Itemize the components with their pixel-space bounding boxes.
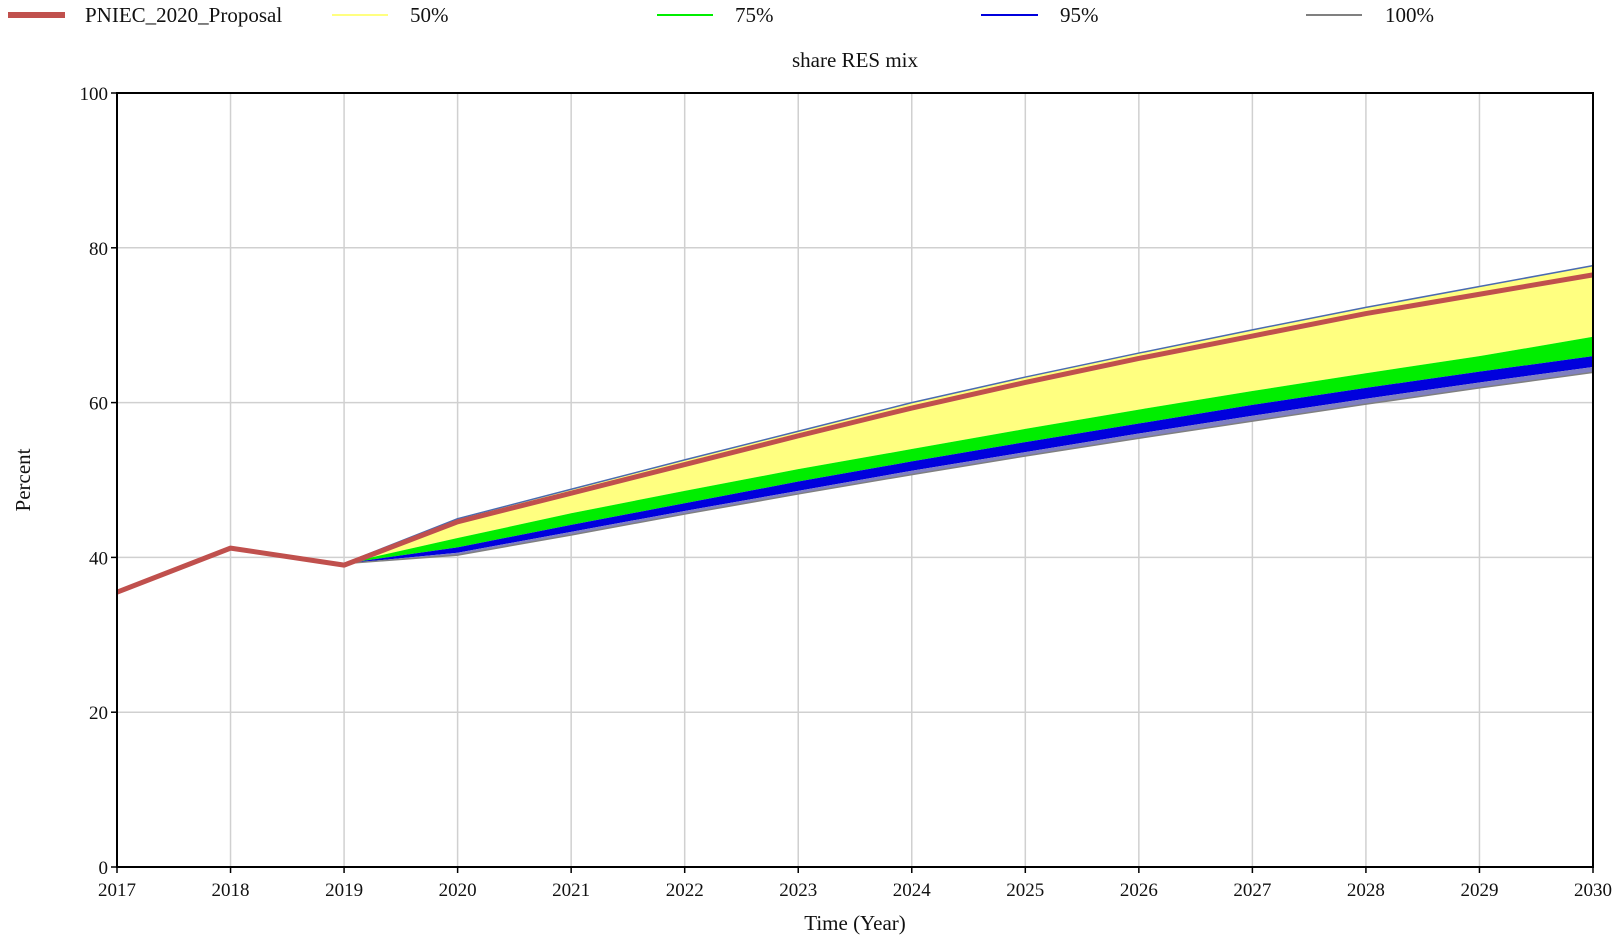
plot-frame	[116, 92, 1594, 868]
y-tick-label-60: 60	[89, 394, 108, 415]
x-tick-label-2020: 2020	[439, 880, 477, 901]
confidence-bands	[117, 265, 1593, 593]
x-axis-ticks: 2017 2018 2019 2020 2021 2022 2023 2024 2025 2026…	[98, 867, 1612, 901]
x-tick-label-2028: 2028	[1347, 880, 1385, 901]
band-95	[117, 356, 1593, 593]
series-line-pniec	[116, 272, 1594, 595]
y-tick-label-80: 80	[89, 239, 108, 260]
legend-label-95: 95%	[1060, 3, 1099, 27]
y-tick-label-40: 40	[89, 548, 108, 569]
y-tick-label-20: 20	[89, 703, 108, 724]
legend-label-75: 75%	[735, 3, 774, 27]
x-tick-label-2017: 2017	[98, 880, 136, 901]
y-tick-label-0: 0	[99, 858, 109, 879]
y-axis-label: Percent	[11, 448, 35, 511]
x-tick-label-2023: 2023	[779, 880, 817, 901]
series-lines	[116, 264, 1594, 595]
x-tick-label-2026: 2026	[1120, 880, 1158, 901]
chart-title: share RES mix	[792, 48, 918, 72]
x-tick-label-2027: 2027	[1233, 880, 1271, 901]
x-tick-label-2030: 2030	[1574, 880, 1612, 901]
y-tick-label-100: 100	[80, 84, 109, 105]
band-50	[117, 265, 1593, 593]
legend-label-pniec: PNIEC_2020_Proposal	[85, 3, 282, 27]
band-75	[117, 336, 1593, 593]
x-tick-label-2029: 2029	[1460, 880, 1498, 901]
legend-label-100: 100%	[1385, 3, 1434, 27]
y-axis-ticks: 0 20 40 60 80 100	[80, 84, 117, 879]
series-line-100-bottom	[116, 371, 1594, 593]
legend: PNIEC_2020_Proposal 50% 75% 95% 100%	[8, 3, 1434, 27]
x-tick-label-2021: 2021	[552, 880, 590, 901]
x-tick-label-2025: 2025	[1006, 880, 1044, 901]
legend-label-50: 50%	[410, 3, 449, 27]
x-tick-label-2024: 2024	[893, 880, 932, 901]
x-tick-label-2018: 2018	[212, 880, 250, 901]
x-tick-label-2022: 2022	[666, 880, 704, 901]
band-100	[117, 366, 1593, 593]
x-axis-label: Time (Year)	[804, 911, 906, 935]
x-tick-label-2019: 2019	[325, 880, 363, 901]
